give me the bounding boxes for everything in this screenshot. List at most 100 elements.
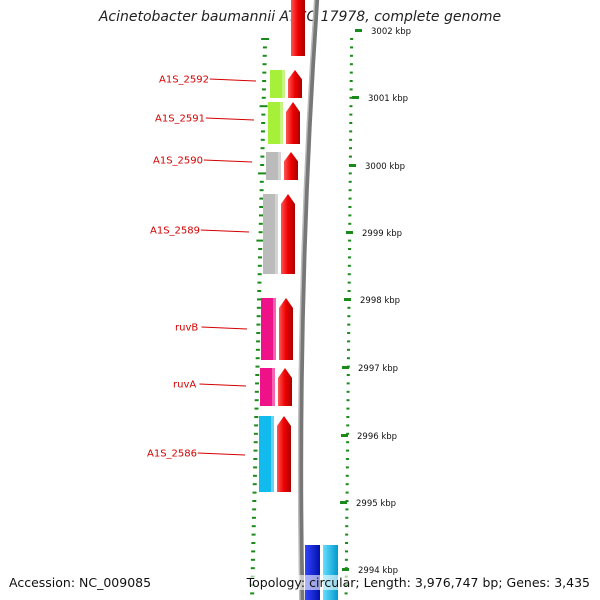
tick-mark	[347, 281, 351, 284]
gene-arrow[interactable]	[277, 416, 291, 492]
tick-mark	[344, 550, 348, 553]
tick-mark	[260, 164, 265, 166]
gene-feature[interactable]	[261, 298, 293, 360]
tick-mark	[261, 113, 266, 116]
gene-feature[interactable]	[266, 152, 298, 180]
gene-features[interactable]	[259, 0, 305, 492]
topology-text: Topology: circular; Length: 3,976,747 bp…	[246, 575, 590, 590]
scale-label: 2997 kbp	[358, 364, 398, 374]
left-tick-marks	[250, 38, 270, 595]
tick-mark	[254, 416, 259, 418]
tick-mark	[259, 197, 264, 200]
gene-feature[interactable]	[270, 70, 302, 98]
gene-arrow[interactable]	[281, 194, 295, 274]
gene-arrow[interactable]	[279, 298, 293, 360]
tick-mark	[347, 332, 351, 334]
tick-mark	[345, 533, 349, 536]
tick-mark	[346, 441, 350, 444]
tick-mark	[253, 432, 258, 435]
tick-mark	[250, 567, 255, 570]
tick-mark	[347, 290, 351, 292]
tick-mark	[346, 416, 350, 418]
tick-mark	[348, 248, 352, 250]
scale-major-tick	[342, 366, 349, 369]
tick-mark	[346, 357, 350, 360]
tick-mark	[258, 231, 263, 234]
tick-mark	[347, 256, 351, 259]
bottom-genes[interactable]	[305, 545, 338, 600]
tick-mark	[257, 298, 262, 301]
gene-feature[interactable]	[260, 368, 292, 406]
tick-mark	[348, 206, 352, 208]
label-leader-line	[199, 383, 247, 387]
label-leader-line	[197, 452, 246, 456]
gene-arrow[interactable]	[286, 102, 300, 144]
gene-arrow[interactable]	[278, 368, 292, 406]
tick-mark	[348, 214, 352, 217]
tick-mark	[262, 46, 267, 49]
tick-mark	[347, 315, 351, 318]
scale-major-tick	[349, 164, 356, 167]
gene-block[interactable]	[263, 194, 275, 274]
tick-mark	[345, 483, 349, 486]
tick-mark	[349, 96, 353, 99]
tick-mark	[259, 206, 264, 208]
gene-arrow-partial[interactable]	[291, 0, 305, 56]
tick-mark	[346, 399, 350, 402]
gene-label: A1S_2586	[147, 449, 197, 460]
tick-mark	[346, 382, 350, 385]
tick-mark	[262, 80, 267, 82]
gene-feature[interactable]	[263, 194, 295, 274]
tick-mark	[251, 542, 256, 544]
gene-block[interactable]	[268, 102, 280, 144]
tick-mark	[253, 458, 258, 460]
tick-mark	[348, 189, 352, 192]
tick-mark	[260, 155, 265, 158]
gene-label: A1S_2589	[150, 226, 200, 237]
tick-mark	[251, 533, 256, 536]
tick-mark	[258, 256, 263, 259]
tick-mark	[346, 424, 350, 427]
scale-label: 2999 kbp	[362, 229, 402, 239]
label-leader-line	[203, 159, 253, 163]
label-leader-line	[205, 117, 255, 121]
gene-block[interactable]	[260, 368, 272, 406]
tick-mark	[253, 449, 258, 452]
tick-mark	[347, 340, 351, 343]
tick-mark	[262, 54, 267, 57]
tick-mark	[254, 390, 259, 393]
gene-feature[interactable]	[268, 102, 300, 144]
tick-mark	[349, 130, 353, 133]
gene-arrow[interactable]	[288, 70, 302, 98]
tick-mark	[253, 441, 258, 444]
tick-mark	[349, 80, 353, 82]
gene-block-cyan[interactable]	[323, 545, 338, 600]
tick-mark	[258, 248, 263, 250]
gene-labels: A1S_2592 A1S_2591 A1S_2590 A1S_2589 ruvB ruvA…	[147, 75, 257, 460]
gene-block-blue[interactable]	[305, 545, 320, 600]
scale-label: 2998 kbp	[360, 296, 400, 306]
tick-mark	[259, 180, 264, 183]
tick-mark	[259, 189, 264, 192]
tick-mark	[252, 500, 257, 502]
tick-mark	[345, 542, 349, 544]
tick-mark	[254, 424, 259, 427]
tick-mark	[257, 273, 262, 276]
gene-block[interactable]	[266, 152, 278, 180]
gene-feature[interactable]	[259, 416, 291, 492]
gene-label: A1S_2590	[153, 156, 203, 167]
gene-block[interactable]	[261, 298, 273, 360]
scale-label: 3002 kbp	[371, 27, 411, 37]
tick-mark	[345, 474, 349, 477]
tick-mark	[348, 222, 352, 225]
tick-mark	[348, 155, 352, 158]
tick-mark	[255, 365, 260, 368]
tick-mark	[256, 306, 261, 309]
scale-major-tick	[352, 96, 359, 99]
gene-block[interactable]	[259, 416, 271, 492]
gene-arrow[interactable]	[284, 152, 298, 180]
tick-mark	[253, 466, 258, 469]
tick-mark	[347, 273, 351, 276]
gene-block[interactable]	[270, 70, 282, 98]
